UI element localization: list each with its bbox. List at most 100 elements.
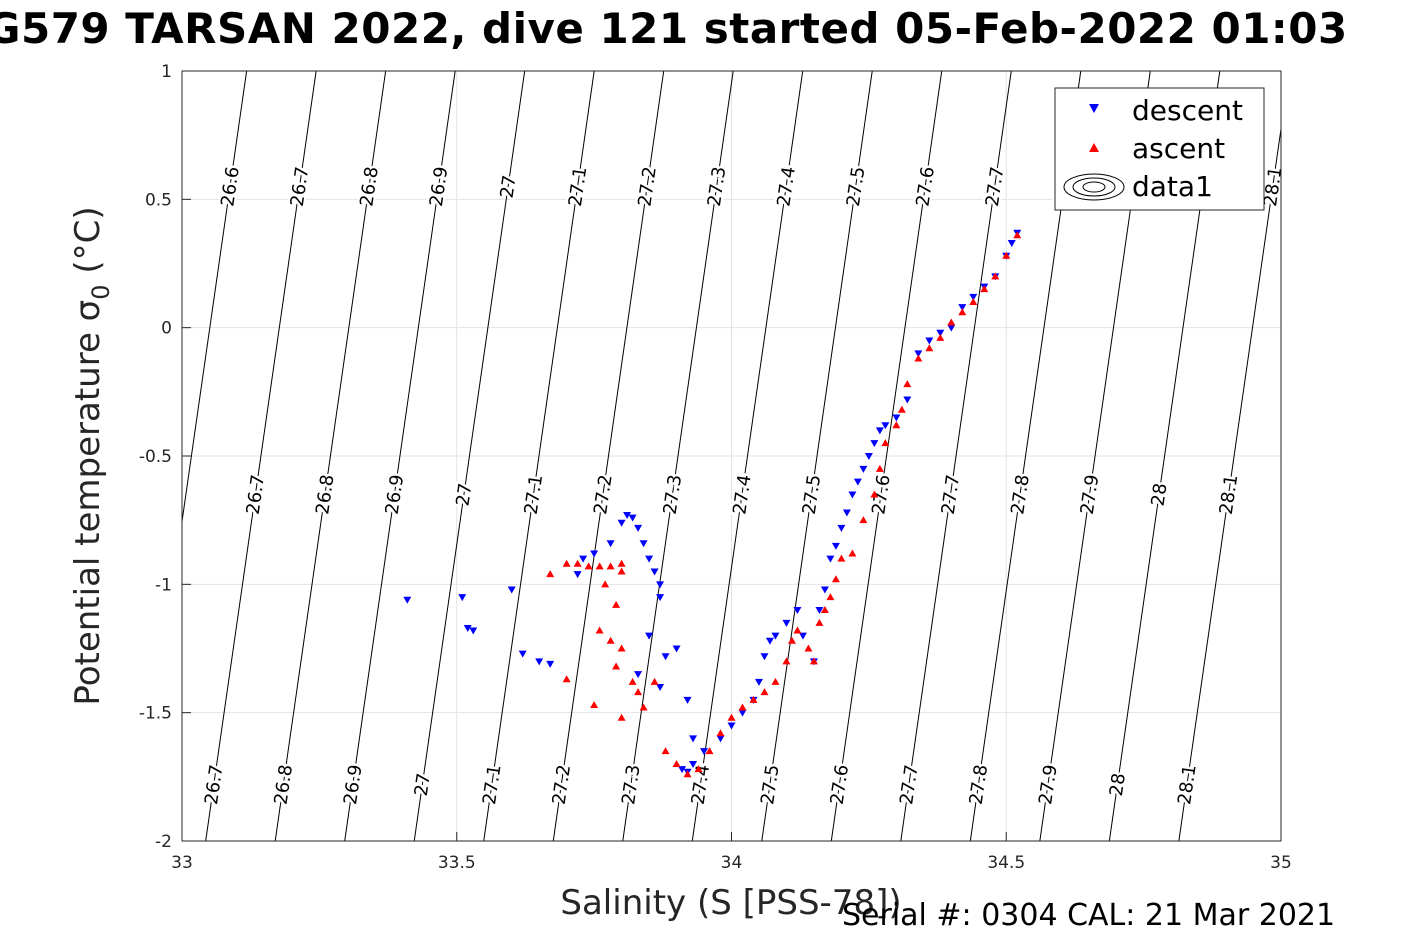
descent-point bbox=[820, 586, 829, 594]
descent-series bbox=[403, 229, 1022, 776]
descent-point bbox=[628, 514, 637, 522]
x-axis-ticks: 33 33.5 34 34.5 35 bbox=[171, 832, 1292, 873]
descent-point bbox=[650, 568, 659, 576]
y-axis-ticks: -2 -1.5 -1 -0.5 0 0.5 1 bbox=[139, 62, 191, 852]
ascent-point bbox=[612, 662, 621, 670]
contour-label-27.9: 27.9 bbox=[1035, 763, 1061, 806]
descent-point bbox=[848, 491, 857, 499]
contour-label-26.9: 26.9 bbox=[426, 165, 452, 208]
descent-point bbox=[892, 414, 901, 422]
descent-point bbox=[782, 619, 791, 627]
contour-line-27.4 bbox=[691, 70, 804, 842]
y-tick-label: -0.5 bbox=[139, 447, 172, 467]
contour-label-27.1: 27.1 bbox=[565, 165, 591, 208]
ascent-point bbox=[826, 593, 835, 601]
contour-label-27.4: 27.4 bbox=[729, 473, 755, 516]
ascent-point bbox=[831, 575, 840, 583]
descent-point bbox=[798, 632, 807, 640]
contour-label-27.3: 27.3 bbox=[704, 165, 730, 208]
descent-point bbox=[518, 650, 527, 658]
ascent-point bbox=[683, 770, 692, 778]
descent-point bbox=[656, 581, 665, 589]
descent-point bbox=[507, 586, 516, 594]
descent-point bbox=[403, 596, 412, 604]
legend-data1-label: data1 bbox=[1132, 170, 1213, 203]
descent-point bbox=[760, 653, 769, 661]
y-tick-label: -2 bbox=[155, 832, 172, 852]
legend: descent ascent data1 bbox=[1054, 87, 1265, 211]
ascent-point bbox=[969, 298, 978, 305]
ascent-point bbox=[859, 516, 868, 524]
ascent-point bbox=[639, 703, 648, 711]
ascent-point bbox=[617, 644, 626, 652]
descent-point bbox=[826, 555, 835, 563]
contour-label-27.3: 27.3 bbox=[618, 763, 644, 806]
contour-line-26.9 bbox=[344, 70, 456, 842]
contour-label-27: 27 bbox=[497, 174, 521, 200]
ascent-point bbox=[892, 421, 901, 429]
contour-line-26.8 bbox=[274, 70, 387, 842]
contour-label-27.5: 27.5 bbox=[799, 473, 825, 516]
descent-point bbox=[689, 735, 698, 743]
descent-point bbox=[925, 337, 934, 345]
ascent-point bbox=[606, 636, 615, 644]
legend-descent-label: descent bbox=[1132, 94, 1243, 127]
ascent-point bbox=[897, 405, 906, 413]
contour-label-27.4: 27.4 bbox=[773, 165, 799, 208]
descent-point bbox=[700, 748, 709, 756]
descent-point bbox=[672, 645, 681, 653]
ascent-point bbox=[947, 318, 956, 326]
ascent-point bbox=[870, 490, 879, 498]
descent-point bbox=[617, 519, 626, 527]
x-tick-label: 33.5 bbox=[438, 853, 476, 873]
contour-label-27.8: 27.8 bbox=[1007, 473, 1033, 516]
serial-calibration-footer: Serial #: 0304 CAL: 21 Mar 2021 bbox=[842, 898, 1336, 933]
contour-line-27.5 bbox=[761, 70, 873, 842]
contour-label-27.7: 27.7 bbox=[896, 763, 922, 806]
descent-point bbox=[458, 594, 467, 602]
descent-point bbox=[936, 329, 945, 337]
descent-point bbox=[634, 524, 643, 532]
ascent-point bbox=[991, 272, 1000, 280]
descent-point bbox=[815, 607, 824, 614]
ascent-point bbox=[595, 562, 604, 570]
descent-point bbox=[859, 465, 868, 473]
ascent-point bbox=[584, 562, 593, 570]
descent-point bbox=[1007, 239, 1016, 247]
contour-label-27.2: 27.2 bbox=[590, 473, 616, 516]
descent-point bbox=[864, 453, 873, 460]
ascent-point bbox=[705, 747, 714, 755]
descent-point bbox=[914, 350, 923, 358]
descent-point bbox=[656, 684, 665, 691]
descent-point bbox=[831, 542, 840, 550]
descent-point bbox=[645, 555, 654, 563]
contour-line-27.6 bbox=[830, 70, 943, 842]
ascent-point bbox=[562, 675, 571, 683]
contour-label-26.7: 26.7 bbox=[243, 473, 269, 516]
descent-point bbox=[606, 540, 615, 548]
ascent-point bbox=[650, 677, 659, 685]
y-tick-label: 1 bbox=[161, 62, 172, 82]
contour-line-27.2 bbox=[552, 70, 665, 842]
x-tick-label: 34.5 bbox=[987, 853, 1025, 873]
contour-label-28.1: 28.1 bbox=[1174, 763, 1200, 806]
contour-label-26.7: 26.7 bbox=[201, 763, 227, 806]
descent-point bbox=[639, 540, 648, 548]
x-tick-label: 33 bbox=[171, 853, 193, 873]
ascent-point bbox=[606, 562, 615, 570]
ascent-point bbox=[562, 559, 571, 567]
contour-line-27.1 bbox=[483, 70, 595, 842]
contour-label-27.7: 27.7 bbox=[938, 473, 964, 516]
descent-point bbox=[689, 761, 698, 768]
x-tick-label: 35 bbox=[1270, 853, 1292, 873]
contour-label-27.2: 27.2 bbox=[634, 165, 660, 208]
ascent-point bbox=[1013, 231, 1022, 239]
chart-title: G579 TARSAN 2022, dive 121 started 05-Fe… bbox=[0, 4, 1348, 53]
ascent-point bbox=[716, 729, 725, 737]
descent-point bbox=[469, 627, 478, 635]
ascent-point bbox=[694, 765, 703, 773]
ascent-point bbox=[749, 695, 758, 703]
descent-point bbox=[573, 571, 582, 579]
x-axis-label: Salinity (S [PSS-78]) bbox=[560, 883, 901, 923]
